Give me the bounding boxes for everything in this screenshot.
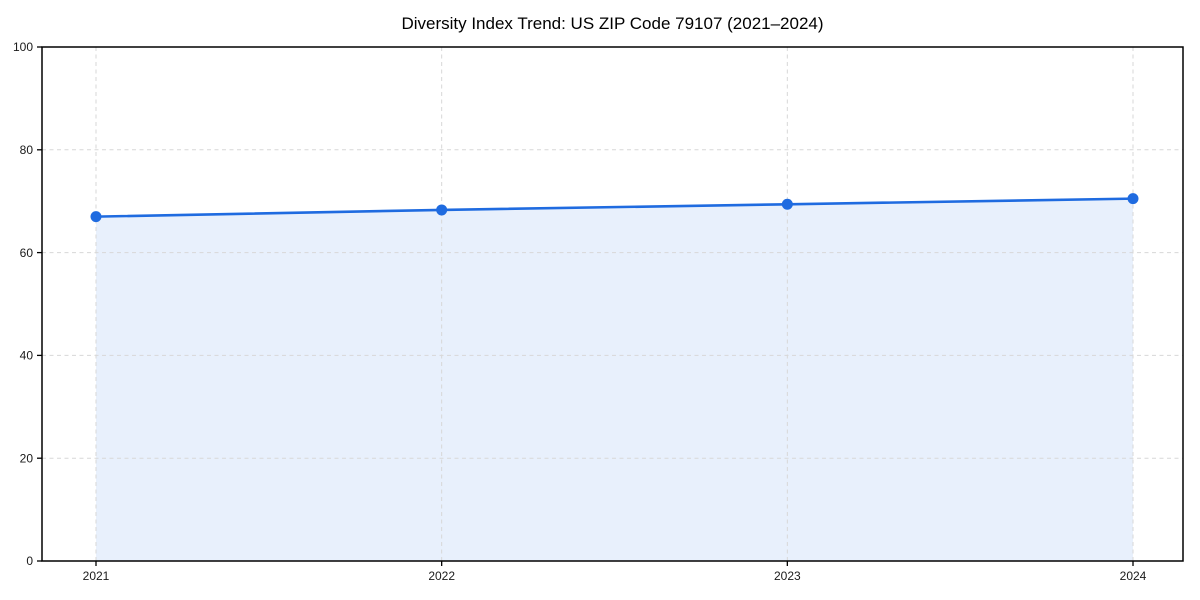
y-axis-tick-label: 100 bbox=[13, 40, 33, 54]
plot-border bbox=[41, 46, 1184, 562]
trend-line bbox=[94, 197, 1135, 218]
x-axis-tick-label: 2023 bbox=[774, 569, 801, 583]
data-point-marker bbox=[90, 211, 102, 223]
x-axis-tick-label: 2022 bbox=[428, 569, 455, 583]
area-fill bbox=[96, 198, 1133, 561]
data-point-marker bbox=[1127, 193, 1139, 205]
x-axis-tick-label: 2021 bbox=[83, 569, 110, 583]
y-axis-tick-label: 40 bbox=[20, 349, 34, 363]
data-point-marker bbox=[436, 204, 448, 216]
y-axis-tick-label: 0 bbox=[26, 554, 33, 568]
chart-title: Diversity Index Trend: US ZIP Code 79107… bbox=[401, 14, 824, 33]
x-axis-tick-label: 2024 bbox=[1120, 569, 1147, 583]
y-axis-tick-label: 80 bbox=[20, 143, 34, 157]
y-axis-tick-label: 60 bbox=[20, 246, 34, 260]
data-point-marker bbox=[781, 198, 793, 210]
y-axis-tick-label: 20 bbox=[20, 451, 34, 465]
